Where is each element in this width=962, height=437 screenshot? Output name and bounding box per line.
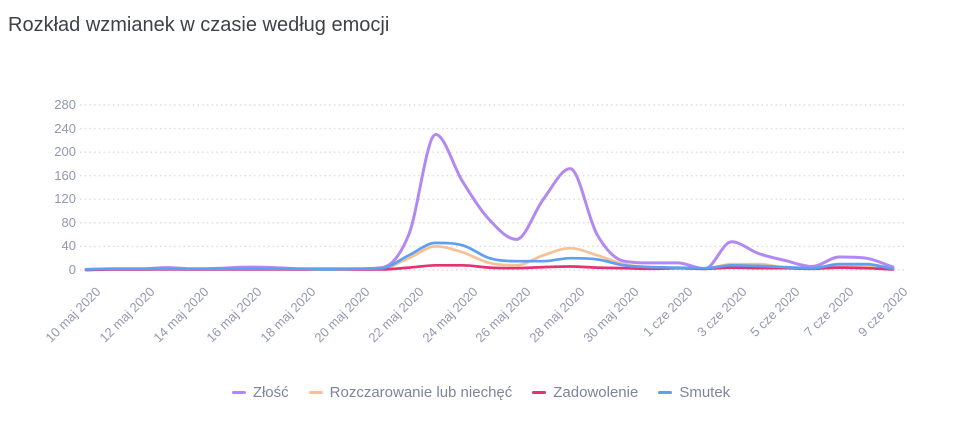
legend-item-z-o-[interactable]: Złość (231, 384, 289, 401)
y-tick-label: 280 (54, 97, 76, 112)
chart-legend: Złość Rozczarowanie lub niechęć Zadowoleni… (0, 384, 962, 401)
legend-marker-icon (308, 390, 323, 395)
y-tick-label: 80 (61, 214, 76, 230)
legend-label: Zadowolenie (553, 384, 639, 401)
legend-item-rozczarowanie-lub-niech-[interactable]: Rozczarowanie lub niechęć (308, 384, 513, 401)
legend-marker-icon (231, 390, 246, 395)
y-tick-label: 160 (54, 167, 76, 183)
y-tick-label: 240 (54, 120, 76, 136)
y-tick-label: 120 (54, 191, 76, 207)
legend-label: Smutek (679, 384, 731, 401)
series-line-z-o-[interactable] (84, 133, 895, 271)
y-tick-label: 40 (61, 238, 76, 254)
legend-item-smutek[interactable]: Smutek (658, 384, 730, 401)
legend-label: Rozczarowanie lub niechęć (329, 384, 513, 401)
chart-title: Rozkład wzmianek w czasie według emocji (8, 14, 390, 36)
series-line-smutek[interactable] (84, 241, 895, 271)
y-tick-label: 0 (68, 262, 76, 277)
legend-marker-icon (532, 390, 547, 395)
y-tick-label: 200 (54, 144, 76, 160)
legend-label: Złość (252, 384, 289, 401)
legend-marker-icon (658, 390, 673, 395)
legend-item-zadowolenie[interactable]: Zadowolenie (532, 384, 638, 401)
